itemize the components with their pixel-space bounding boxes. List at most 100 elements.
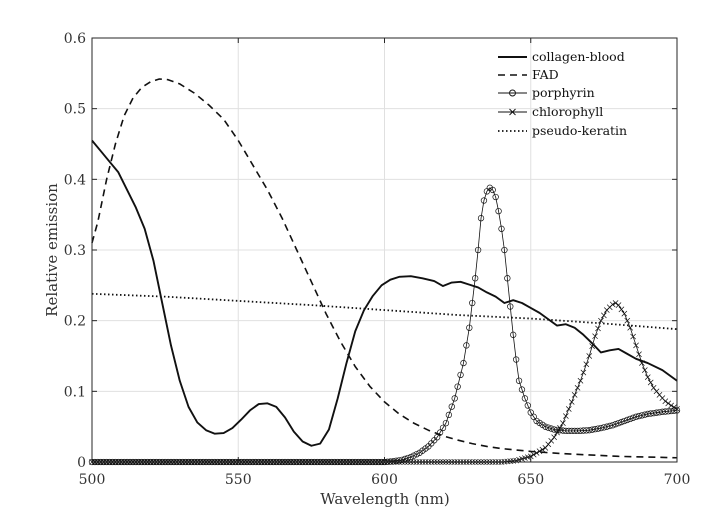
data-point-chlorophyll (548, 437, 555, 444)
data-point-chlorophyll (615, 302, 622, 308)
series-line-fad (91, 78, 678, 459)
data-point-porphyrin (641, 411, 648, 418)
x-tick-label: 650 (517, 472, 544, 488)
data-point-chlorophyll (557, 424, 563, 431)
data-point-porphyrin (477, 215, 485, 222)
data-point-porphyrin (457, 371, 464, 378)
data-point-porphyrin (600, 424, 608, 431)
legend-item-collagen-blood: collagen-blood (498, 49, 625, 64)
data-point-chlorophyll (653, 388, 660, 395)
data-point-porphyrin (647, 410, 654, 417)
data-point-porphyrin (589, 426, 596, 433)
data-point-chlorophyll (542, 445, 549, 451)
data-point-porphyrin (407, 453, 414, 461)
data-point-porphyrin (442, 419, 450, 427)
grid (91, 37, 678, 463)
data-point-porphyrin (460, 359, 467, 367)
data-point-porphyrin (530, 413, 537, 420)
data-point-porphyrin (501, 246, 508, 254)
data-point-porphyrin (469, 299, 476, 307)
data-point-porphyrin (472, 275, 479, 282)
ticks: 500 550 600 650 700 0 0.1 0.2 0.3 0.4 0.5 0.6 (64, 31, 691, 488)
legend-item-porphyrin: porphyrin (498, 85, 595, 100)
data-point-porphyrin (398, 456, 406, 464)
data-point-chlorophyll (586, 353, 593, 359)
legend-label: pseudo-keratin (532, 123, 627, 138)
data-point-porphyrin (548, 425, 555, 432)
data-point-porphyrin (586, 427, 593, 434)
data-point-porphyrin (606, 422, 613, 430)
data-point-porphyrin (624, 416, 631, 424)
series-line-collagen-blood (91, 139, 678, 447)
data-point-porphyrin (410, 452, 417, 459)
data-point-chlorophyll (644, 374, 651, 381)
data-point-porphyrin (390, 458, 397, 465)
series-line-pseudo-keratin (91, 292, 678, 331)
data-point-chlorophyll (636, 351, 642, 358)
data-point-chlorophyll (571, 392, 578, 398)
data-point-chlorophyll (539, 446, 546, 453)
data-point-porphyrin (480, 197, 488, 204)
data-point-chlorophyll (671, 404, 677, 411)
data-point-porphyrin (439, 424, 447, 431)
data-point-porphyrin (632, 413, 640, 420)
data-point-chlorophyll (633, 342, 639, 349)
data-point-porphyrin (615, 419, 622, 427)
data-point-porphyrin (507, 303, 514, 310)
data-point-chlorophyll (545, 441, 552, 448)
y-tick-label: 0.2 (64, 314, 86, 330)
data-point-porphyrin (612, 421, 619, 428)
data-point-chlorophyll (574, 384, 581, 391)
data-point-chlorophyll (551, 434, 557, 441)
data-point-chlorophyll (624, 317, 631, 324)
data-point-porphyrin (603, 423, 610, 430)
data-point-chlorophyll (595, 325, 601, 332)
data-point-chlorophyll (612, 300, 619, 306)
y-tick-label: 0.6 (64, 31, 86, 47)
data-point-chlorophyll (621, 310, 628, 317)
data-point-chlorophyll (630, 333, 636, 340)
data-point-chlorophyll (639, 360, 645, 366)
data-point-porphyrin (451, 395, 458, 402)
data-point-porphyrin (653, 409, 660, 416)
data-point-porphyrin (413, 451, 420, 458)
y-axis-title: Relative emission (43, 183, 61, 317)
data-point-porphyrin (545, 424, 552, 431)
data-point-porphyrin (495, 207, 502, 215)
data-point-porphyrin (436, 429, 444, 436)
data-point-porphyrin (524, 402, 531, 409)
data-point-chlorophyll (609, 301, 616, 308)
y-tick-label: 0 (77, 455, 86, 471)
legend-label: collagen-blood (532, 49, 625, 64)
data-point-porphyrin (627, 415, 634, 423)
data-point-chlorophyll (565, 406, 572, 412)
data-point-porphyrin (474, 246, 482, 254)
data-point-porphyrin (621, 417, 628, 425)
data-point-chlorophyll (665, 400, 672, 407)
data-point-porphyrin (404, 454, 412, 462)
x-tick-label: 700 (664, 472, 691, 488)
data-point-porphyrin (434, 434, 441, 441)
data-point-porphyrin (498, 225, 505, 232)
data-point-porphyrin (521, 395, 529, 402)
y-tick-label: 0.3 (64, 243, 86, 259)
data-point-porphyrin (644, 410, 651, 418)
data-point-porphyrin (527, 409, 534, 416)
data-point-porphyrin (629, 414, 637, 421)
legend-item-pseudo-keratin: pseudo-keratin (498, 123, 627, 138)
data-point-porphyrin (518, 386, 526, 393)
data-point-porphyrin (609, 422, 616, 429)
data-point-chlorophyll (580, 369, 587, 376)
data-point-chlorophyll (668, 402, 674, 409)
data-point-chlorophyll (554, 429, 560, 436)
data-point-chlorophyll (647, 379, 654, 386)
data-point-chlorophyll (536, 448, 543, 455)
data-point-chlorophyll (583, 361, 590, 368)
data-point-porphyrin (635, 412, 643, 420)
data-point-porphyrin (650, 409, 657, 417)
data-point-porphyrin (466, 324, 473, 331)
data-point-porphyrin (510, 331, 517, 338)
data-point-chlorophyll (533, 450, 540, 456)
x-axis-title: Wavelength (nm) (320, 490, 449, 508)
